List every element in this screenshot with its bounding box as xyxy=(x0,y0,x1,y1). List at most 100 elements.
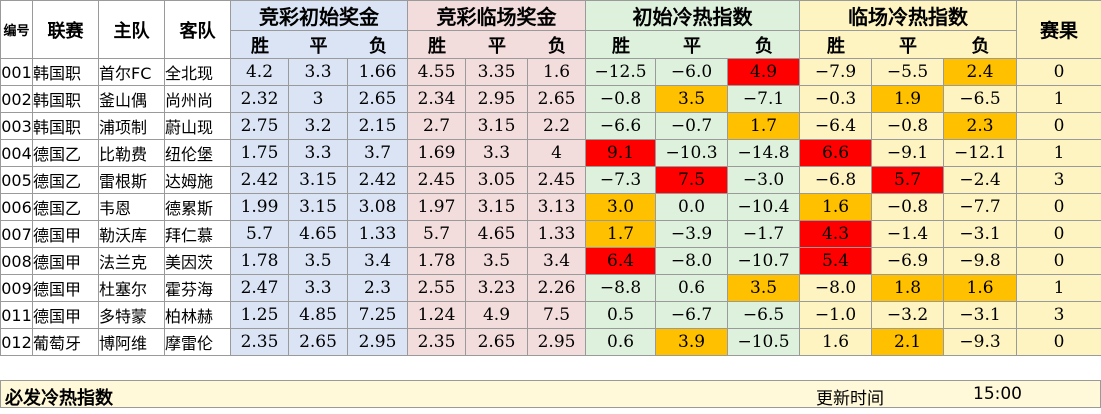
cell-league[interactable]: 德国甲 xyxy=(32,220,99,248)
cell-initial-index[interactable]: 3.0 xyxy=(585,193,657,221)
cell-initial-index[interactable]: 9.1 xyxy=(585,139,657,167)
cell-live-index[interactable]: −7.9 xyxy=(799,58,873,86)
cell-initial-odds[interactable]: 2.42 xyxy=(346,166,409,194)
cell-live-odds[interactable]: 2.55 xyxy=(407,274,467,302)
cell-result[interactable]: 0 xyxy=(1016,193,1101,221)
cell-live-index[interactable]: −0.8 xyxy=(871,112,945,140)
cell-live-index[interactable]: 4.3 xyxy=(799,220,873,248)
cell-id[interactable]: 008 xyxy=(0,247,33,275)
cell-league[interactable]: 德国乙 xyxy=(32,166,99,194)
cell-league[interactable]: 德国乙 xyxy=(32,193,99,221)
cell-live-odds[interactable]: 2.45 xyxy=(527,166,587,194)
cell-league[interactable]: 葡萄牙 xyxy=(32,328,99,356)
cell-initial-odds[interactable]: 4.85 xyxy=(288,301,348,329)
cell-initial-index[interactable]: 0.0 xyxy=(655,193,729,221)
cell-initial-index[interactable]: −3.0 xyxy=(727,166,801,194)
cell-initial-odds[interactable]: 2.47 xyxy=(230,274,289,302)
cell-live-index[interactable]: −0.8 xyxy=(871,193,945,221)
cell-home[interactable]: 浦项制 xyxy=(98,112,165,140)
cell-away[interactable]: 德累斯 xyxy=(164,193,231,221)
cell-result[interactable]: 1 xyxy=(1016,85,1101,113)
cell-live-odds[interactable]: 3.5 xyxy=(465,247,529,275)
cell-away[interactable]: 摩雷伦 xyxy=(164,328,231,356)
cell-initial-odds[interactable]: 1.25 xyxy=(230,301,289,329)
cell-live-odds[interactable]: 4 xyxy=(527,139,587,167)
cell-home[interactable]: 杜塞尔 xyxy=(98,274,165,302)
cell-result[interactable]: 0 xyxy=(1016,220,1101,248)
cell-initial-odds[interactable]: 3.3 xyxy=(288,58,348,86)
cell-live-odds[interactable]: 2.2 xyxy=(527,112,587,140)
cell-live-odds[interactable]: 1.78 xyxy=(407,247,467,275)
cell-live-index[interactable]: −6.5 xyxy=(943,85,1018,113)
cell-live-odds[interactable]: 2.65 xyxy=(465,328,529,356)
cell-initial-odds[interactable]: 2.65 xyxy=(288,328,348,356)
cell-away[interactable]: 霍芬海 xyxy=(164,274,231,302)
cell-live-index[interactable]: −6.9 xyxy=(871,247,945,275)
cell-initial-odds[interactable]: 5.7 xyxy=(230,220,289,248)
cell-league[interactable]: 韩国职 xyxy=(32,58,99,86)
cell-home[interactable]: 法兰克 xyxy=(98,247,165,275)
cell-live-odds[interactable]: 4.9 xyxy=(465,301,529,329)
cell-live-index[interactable]: −1.0 xyxy=(799,301,873,329)
cell-initial-odds[interactable]: 2.35 xyxy=(230,328,289,356)
cell-home[interactable]: 比勒费 xyxy=(98,139,165,167)
cell-id[interactable]: 011 xyxy=(0,301,33,329)
cell-live-index[interactable]: −1.4 xyxy=(871,220,945,248)
cell-initial-odds[interactable]: 2.3 xyxy=(346,274,409,302)
cell-live-odds[interactable]: 3.3 xyxy=(465,139,529,167)
cell-initial-odds[interactable]: 2.75 xyxy=(230,112,289,140)
cell-result[interactable]: 0 xyxy=(1016,328,1101,356)
cell-home[interactable]: 首尔FC xyxy=(98,58,165,86)
cell-live-index[interactable]: −9.8 xyxy=(943,247,1018,275)
cell-initial-index[interactable]: −7.3 xyxy=(585,166,657,194)
cell-initial-index[interactable]: −8.0 xyxy=(655,247,729,275)
cell-initial-odds[interactable]: 3.2 xyxy=(288,112,348,140)
cell-initial-odds[interactable]: 1.75 xyxy=(230,139,289,167)
cell-home[interactable]: 多特蒙 xyxy=(98,301,165,329)
cell-live-odds[interactable]: 3.35 xyxy=(465,58,529,86)
cell-live-index[interactable]: 5.4 xyxy=(799,247,873,275)
cell-initial-odds[interactable]: 1.99 xyxy=(230,193,289,221)
cell-away[interactable]: 全北现 xyxy=(164,58,231,86)
cell-live-index[interactable]: −2.4 xyxy=(943,166,1018,194)
cell-initial-index[interactable]: −14.8 xyxy=(727,139,801,167)
cell-away[interactable]: 拜仁慕 xyxy=(164,220,231,248)
cell-live-index[interactable]: −9.1 xyxy=(871,139,945,167)
cell-initial-odds[interactable]: 3.15 xyxy=(288,193,348,221)
cell-initial-index[interactable]: −0.7 xyxy=(655,112,729,140)
cell-live-odds[interactable]: 3.15 xyxy=(465,112,529,140)
cell-initial-index[interactable]: −6.7 xyxy=(655,301,729,329)
cell-live-odds[interactable]: 2.95 xyxy=(465,85,529,113)
cell-id[interactable]: 012 xyxy=(0,328,33,356)
cell-away[interactable]: 纽伦堡 xyxy=(164,139,231,167)
cell-live-odds[interactable]: 2.35 xyxy=(407,328,467,356)
cell-initial-odds[interactable]: 7.25 xyxy=(346,301,409,329)
cell-initial-index[interactable]: −6.6 xyxy=(585,112,657,140)
cell-initial-index[interactable]: 3.5 xyxy=(727,274,801,302)
cell-league[interactable]: 德国甲 xyxy=(32,247,99,275)
cell-initial-index[interactable]: −12.5 xyxy=(585,58,657,86)
cell-live-odds[interactable]: 5.7 xyxy=(407,220,467,248)
cell-live-odds[interactable]: 2.34 xyxy=(407,85,467,113)
cell-league[interactable]: 德国乙 xyxy=(32,139,99,167)
cell-away[interactable]: 尚州尚 xyxy=(164,85,231,113)
cell-live-odds[interactable]: 2.95 xyxy=(527,328,587,356)
cell-live-index[interactable]: −5.5 xyxy=(871,58,945,86)
cell-live-index[interactable]: 1.6 xyxy=(943,274,1018,302)
cell-initial-index[interactable]: 0.6 xyxy=(585,328,657,356)
cell-initial-index[interactable]: 0.5 xyxy=(585,301,657,329)
cell-live-odds[interactable]: 2.65 xyxy=(527,85,587,113)
cell-id[interactable]: 009 xyxy=(0,274,33,302)
cell-id[interactable]: 002 xyxy=(0,85,33,113)
cell-live-odds[interactable]: 3.4 xyxy=(527,247,587,275)
cell-initial-index[interactable]: −8.8 xyxy=(585,274,657,302)
cell-initial-odds[interactable]: 2.15 xyxy=(346,112,409,140)
cell-home[interactable]: 釜山偶 xyxy=(98,85,165,113)
cell-away[interactable]: 蔚山现 xyxy=(164,112,231,140)
cell-initial-odds[interactable]: 2.42 xyxy=(230,166,289,194)
cell-initial-index[interactable]: −10.7 xyxy=(727,247,801,275)
cell-home[interactable]: 博阿维 xyxy=(98,328,165,356)
cell-live-index[interactable]: −6.8 xyxy=(799,166,873,194)
cell-initial-odds[interactable]: 1.33 xyxy=(346,220,409,248)
cell-live-odds[interactable]: 1.69 xyxy=(407,139,467,167)
